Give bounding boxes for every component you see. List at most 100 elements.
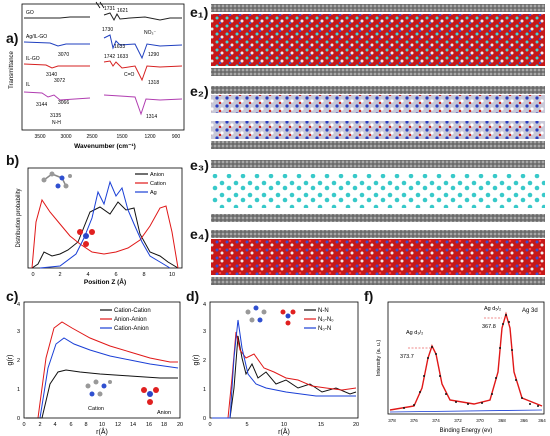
panel-f-xps-chart: Intensity (a. u.) Binding Energy (ev) 37… xyxy=(376,301,546,434)
panel-c-rdf-chart: g(r) r(Å) 0 1 2 3 4 0 2 4 6 8 10 12 14 1… xyxy=(7,301,183,436)
panel-d-rdf-chart: g(r) r(Å) 0 1 2 3 4 0 5 10 15 20 N-N N₀-… xyxy=(193,301,359,436)
legend-no-n: N₀-N xyxy=(318,326,331,332)
panel-d-ylabel: g(r) xyxy=(193,355,200,366)
panel-d-frame xyxy=(209,301,359,419)
spectrum-il-go xyxy=(23,60,183,82)
graphene-sheet xyxy=(211,160,545,168)
snapshot-e2 xyxy=(211,86,545,149)
peak-annotation: 1621 xyxy=(117,8,128,14)
panel-f-label: f) xyxy=(364,288,374,304)
anion-label: Anion xyxy=(157,410,171,416)
panel-b-frame xyxy=(27,167,183,269)
panel-a-frame xyxy=(21,3,185,131)
xtick: 370 xyxy=(476,418,484,423)
sample-label-ag-il-go: Ag/IL-GO xyxy=(26,34,47,40)
graphene-sheet xyxy=(211,68,545,76)
anion-curve xyxy=(31,201,179,269)
panel-b-xlabel: Position Z (Å) xyxy=(84,277,126,286)
xtick: 15 xyxy=(318,422,324,428)
xtick: 364 xyxy=(538,418,546,423)
legend-n-n: N-N xyxy=(318,308,329,314)
sample-label-go: GO xyxy=(26,10,34,16)
baseline xyxy=(389,409,543,413)
xtick: 1200 xyxy=(144,134,155,140)
peak-annotation: 3135 xyxy=(50,113,61,119)
snapshot-e3 xyxy=(211,160,545,222)
xtick: 8 xyxy=(142,272,145,278)
peak-annotation: 1314 xyxy=(146,114,157,120)
cation-cation-curve xyxy=(26,369,178,419)
anion-molecule-inset xyxy=(141,387,159,405)
panel-f-ylabel: Intensity (a. u.) xyxy=(376,340,382,377)
spectrum-il xyxy=(23,91,183,116)
ag-3d-tag: Ag 3d xyxy=(522,308,538,314)
peak-annotation: 1633 xyxy=(114,44,125,50)
anion-molecule-inset xyxy=(280,309,296,326)
xtick: 14 xyxy=(130,422,136,428)
peak2-label: Ag d₅/₂ xyxy=(484,306,501,312)
sample-label-il-go: IL-GO xyxy=(26,56,40,62)
xps-data-points xyxy=(403,314,539,409)
xtick: 12 xyxy=(115,422,121,428)
panel-b-distribution-chart: Distribution probability Position Z (Å) … xyxy=(16,167,183,286)
xtick: 376 xyxy=(410,418,418,423)
ag-curve xyxy=(39,180,171,269)
xtick: 0 xyxy=(31,272,34,278)
snapshot-e4 xyxy=(211,230,545,285)
panel-e1-label: e₁) xyxy=(190,4,209,20)
cation-molecule-inset xyxy=(85,379,112,397)
legend-cation-cation: Cation-Cation xyxy=(114,308,151,314)
panel-b-label: b) xyxy=(6,152,20,168)
xtick: 2 xyxy=(38,422,41,428)
xtick: 3500 xyxy=(34,134,45,140)
legend-anion-anion: Anion-Anion xyxy=(114,317,147,323)
ag-atom-layer xyxy=(211,174,545,208)
xtick: 378 xyxy=(388,418,396,423)
peak-annotation: 3070 xyxy=(58,52,69,58)
xtick: 900 xyxy=(172,134,181,140)
cation-label: Cation xyxy=(88,406,104,412)
cation-molecule-inset xyxy=(41,171,72,189)
graphene-sheet xyxy=(211,214,545,222)
peak-annotation: 3144 xyxy=(36,102,47,108)
xtick: 374 xyxy=(432,418,440,423)
xtick: 10 xyxy=(169,272,175,278)
graphene-sheet xyxy=(211,4,545,12)
peak-annotation: 1290 xyxy=(148,52,159,58)
ytick: 3 xyxy=(203,329,206,335)
cation-layer xyxy=(211,121,545,139)
xtick: 366 xyxy=(520,418,528,423)
panel-e4-label: e₄) xyxy=(190,226,210,242)
snapshot-e1 xyxy=(211,4,545,76)
peak-annotation: 3140 xyxy=(46,72,57,78)
panel-c-xlabel: r(Å) xyxy=(96,427,108,436)
peak1-label: Ag d₃/₂ xyxy=(406,330,423,336)
xtick: 2500 xyxy=(86,134,97,140)
peak-annotation: 1731 xyxy=(104,6,115,12)
panel-c-frame xyxy=(23,301,181,419)
ytick: 1 xyxy=(17,387,20,393)
xtick: 5 xyxy=(245,422,248,428)
ytick: 2 xyxy=(203,358,206,364)
xtick: 1500 xyxy=(116,134,127,140)
panel-c-label: c) xyxy=(6,288,19,304)
axis-break xyxy=(99,1,105,9)
legend-ag: Ag xyxy=(150,190,157,196)
panel-e2-label: e₂) xyxy=(190,83,209,99)
xtick: 0 xyxy=(22,422,25,428)
spectrum-ag-il-go xyxy=(23,34,183,60)
cation-layer xyxy=(211,95,545,113)
ytick: 0 xyxy=(17,416,20,422)
peak-annotation: 1730 xyxy=(102,27,113,33)
xtick: 368 xyxy=(498,418,506,423)
legend-cation: Cation xyxy=(150,181,166,187)
panel-c-ylabel: g(r) xyxy=(7,355,14,366)
panel-a-label: a) xyxy=(6,30,19,46)
xtick: 8 xyxy=(84,422,87,428)
ytick: 4 xyxy=(203,302,206,308)
peak-annotation: N-H xyxy=(52,120,61,126)
ytick: 4 xyxy=(17,302,20,308)
xtick: 20 xyxy=(177,422,183,428)
graphene-sheet xyxy=(211,230,545,238)
xtick: 20 xyxy=(353,422,359,428)
